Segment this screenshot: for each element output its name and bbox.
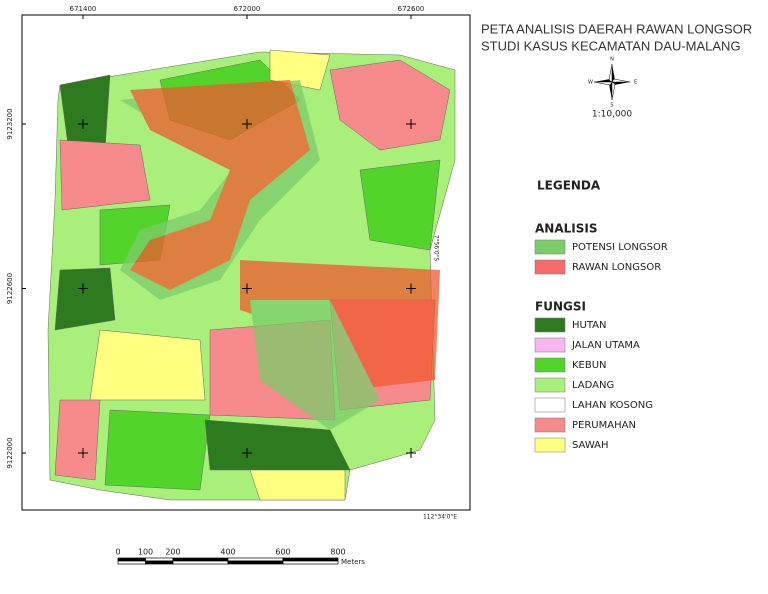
legend-swatch bbox=[534, 397, 566, 413]
title-line: PETA ANALISIS DAERAH RAWAN LONGSOR bbox=[481, 21, 752, 36]
title-line: STUDI KASUS KECAMATAN DAU-MALANG bbox=[481, 38, 741, 53]
scale-segment bbox=[227, 557, 284, 562]
grid-cross bbox=[78, 283, 88, 294]
legend-swatch bbox=[534, 337, 566, 353]
scale-label: 600 bbox=[275, 548, 290, 557]
legend-label: LADANG bbox=[572, 380, 614, 391]
scale-segment bbox=[117, 560, 146, 565]
compass-e: E bbox=[634, 80, 637, 86]
risk-overlay bbox=[120, 80, 440, 430]
scale-segment bbox=[117, 557, 146, 562]
legend-swatch bbox=[534, 377, 566, 393]
legend-swatch bbox=[534, 437, 566, 453]
legend-group-title: FUNGSI bbox=[535, 300, 586, 314]
legend-swatch bbox=[534, 357, 566, 373]
legend-label: POTENSI LONGSOR bbox=[572, 242, 668, 253]
x-coord-label: 672600 bbox=[398, 5, 425, 13]
legend-group-title: ANALISIS bbox=[535, 222, 597, 236]
compass-n: N bbox=[610, 57, 614, 63]
side-label: 7°56'0"S bbox=[433, 235, 440, 262]
legend-label: KEBUN bbox=[572, 360, 607, 371]
scale-label: 200 bbox=[165, 548, 180, 557]
scale-segment bbox=[282, 560, 339, 565]
scale-segment bbox=[172, 557, 229, 562]
scale-segment bbox=[145, 557, 174, 562]
scale-segment bbox=[227, 560, 284, 565]
scale-label: 100 bbox=[138, 548, 153, 557]
scale-unit: Meters bbox=[341, 558, 365, 566]
scale-ratio: 1:10,000 bbox=[592, 110, 633, 120]
grid-cross bbox=[242, 448, 252, 458]
y-coord-label: 9122600 bbox=[6, 273, 14, 304]
legend-swatch bbox=[534, 259, 566, 275]
legend-label: RAWAN LONGSOR bbox=[572, 262, 661, 273]
legend-label: HUTAN bbox=[572, 320, 607, 331]
x-coord-label: 671400 bbox=[70, 5, 97, 13]
bottom-label: 112°34'0"E bbox=[423, 514, 457, 521]
x-coord-label: 672000 bbox=[234, 5, 261, 13]
legend-swatch bbox=[534, 239, 566, 255]
legend-swatch bbox=[534, 417, 566, 433]
scale-label: 0 bbox=[115, 548, 120, 557]
legend-label: SAWAH bbox=[572, 440, 609, 451]
y-coord-label: 9123200 bbox=[6, 108, 14, 139]
grid-cross bbox=[406, 283, 416, 294]
compass-s: S bbox=[610, 103, 613, 109]
scale-label: 400 bbox=[220, 548, 235, 557]
compass: N S E W bbox=[588, 57, 637, 109]
scale-label: 800 bbox=[330, 548, 345, 557]
grid-cross bbox=[78, 448, 88, 458]
scale-segment bbox=[172, 560, 229, 565]
grid-cross bbox=[406, 448, 416, 458]
legend-title: LEGENDA bbox=[537, 179, 601, 193]
compass-w: W bbox=[588, 80, 593, 86]
legend-label: JALAN UTAMA bbox=[571, 340, 640, 351]
grid-cross bbox=[78, 119, 88, 129]
y-coord-label: 9122000 bbox=[6, 437, 14, 468]
legend-label: LAHAN KOSONG bbox=[572, 400, 653, 411]
legend-label: PERUMAHAN bbox=[572, 420, 636, 431]
legend-swatch bbox=[534, 317, 566, 333]
grid-cross bbox=[242, 283, 252, 294]
scale-segment bbox=[145, 560, 174, 565]
grid-cross bbox=[242, 119, 252, 129]
grid-cross bbox=[406, 119, 416, 129]
scale-segment bbox=[282, 557, 339, 562]
